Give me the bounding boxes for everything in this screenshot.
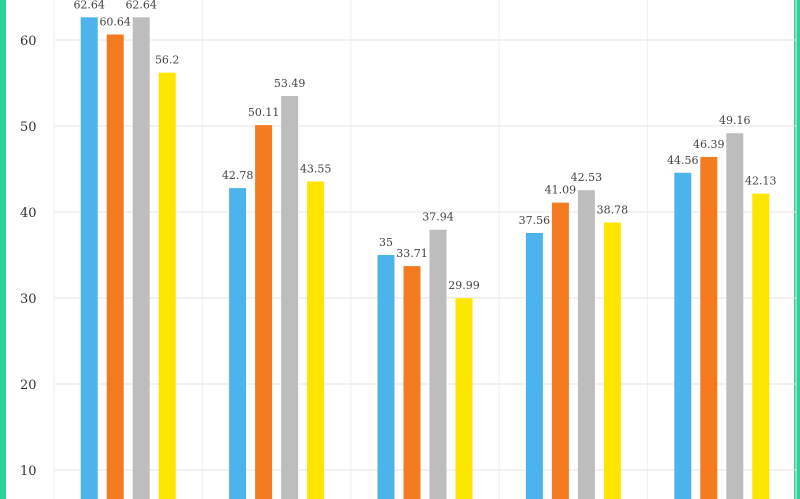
bar	[429, 229, 447, 499]
bar	[700, 157, 718, 499]
bar-value-label: 42.53	[571, 171, 603, 184]
bar-value-label: 43.55	[300, 162, 332, 175]
bar-value-label: 38.78	[597, 203, 629, 216]
data-labels: 62.64 60.64 62.64 56.2 42.78 50.11 53.49 43.55 3…	[73, 0, 776, 292]
y-axis: 10 20 30 40 50 60	[20, 34, 37, 479]
bar	[525, 232, 543, 499]
bar-value-label: 37.94	[422, 211, 454, 224]
y-tick-label: 50	[20, 120, 37, 135]
bar-value-label: 42.78	[222, 169, 254, 182]
bar-value-label: 29.99	[448, 279, 480, 292]
bars	[80, 17, 770, 499]
bar-value-label: 35	[379, 236, 393, 249]
bar	[455, 298, 473, 499]
bar-value-label: 62.64	[125, 0, 157, 11]
bar	[281, 95, 299, 499]
bar	[403, 266, 421, 499]
bar	[752, 193, 770, 499]
bar-value-label: 44.56	[667, 154, 699, 167]
bar-value-label: 49.16	[719, 114, 751, 127]
bar	[80, 17, 98, 499]
y-tick-label: 10	[20, 464, 37, 479]
bar	[674, 172, 692, 499]
bar	[551, 202, 569, 499]
bar-value-label: 46.39	[693, 138, 725, 151]
bar-value-label: 42.13	[745, 175, 777, 188]
bar	[158, 72, 176, 499]
y-tick-label: 60	[20, 34, 37, 49]
bar-value-label: 50.11	[248, 106, 280, 119]
bar-value-label: 60.64	[99, 15, 131, 28]
bar-value-label: 37.56	[519, 214, 551, 227]
bar-value-label: 33.71	[396, 247, 428, 260]
grid-lines	[53, 0, 797, 499]
bar	[132, 17, 150, 499]
bar	[106, 34, 124, 499]
bar-value-label: 41.09	[545, 184, 577, 197]
bar-value-label: 56.2	[155, 54, 180, 67]
bar	[377, 255, 395, 499]
bar-value-label: 62.64	[73, 0, 105, 11]
y-tick-label: 30	[20, 292, 37, 307]
bar	[255, 125, 273, 499]
y-tick-label: 20	[20, 378, 37, 393]
bar	[603, 222, 621, 499]
y-tick-label: 40	[20, 206, 37, 221]
bar-value-label: 53.49	[274, 77, 306, 90]
bar	[307, 181, 325, 499]
bar	[229, 188, 247, 499]
bar	[577, 190, 595, 499]
bar	[726, 133, 744, 499]
bar-chart: 10 20 30 40 50 60 62.64 60.64 62.64 56.2 42.78 50.…	[20, 0, 797, 499]
